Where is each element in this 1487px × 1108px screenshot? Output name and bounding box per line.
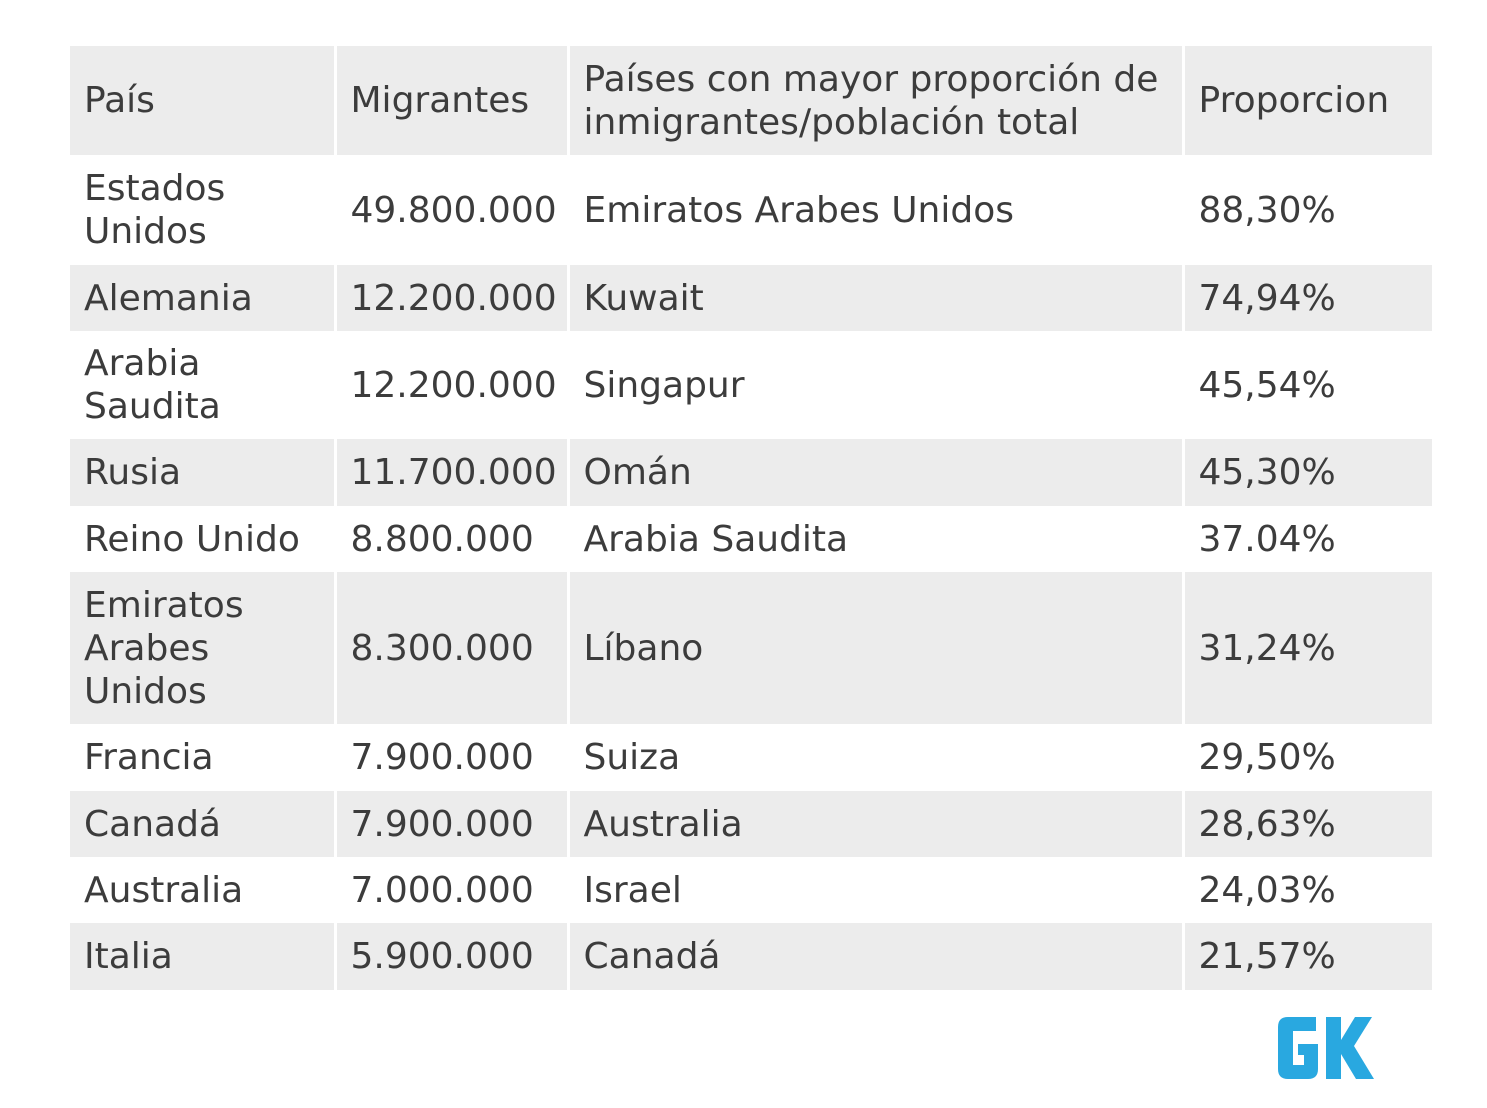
cell-pais: Emiratos Arabes Unidos bbox=[70, 572, 337, 724]
cell-migrantes: 5.900.000 bbox=[335, 923, 570, 990]
cell-pais: Reino Unido bbox=[70, 506, 337, 572]
header-migrantes: Migrantes bbox=[335, 46, 570, 155]
table-row: Alemania 12.200.000 Kuwait 74,94% bbox=[70, 265, 1432, 331]
cell-pais: Rusia bbox=[70, 439, 337, 506]
cell-proporcion: 24,03% bbox=[1198, 869, 1336, 911]
cell-pais: Alemania bbox=[70, 265, 337, 331]
cell-pais: Canadá bbox=[70, 791, 337, 857]
cell-pais: Francia bbox=[70, 724, 337, 791]
cell-migrantes: 8.800.000 bbox=[335, 506, 570, 572]
cell-pais: Estados Unidos bbox=[70, 155, 337, 265]
cell-pais: Arabia Saudita bbox=[70, 331, 337, 439]
cell-proporcion: 21,57% bbox=[1198, 936, 1336, 977]
gk-logo-g bbox=[1278, 1017, 1318, 1079]
table-row: Francia 7.900.000 Suiza 29,50% bbox=[70, 724, 1432, 791]
cell-migrantes: 8.300.000 bbox=[335, 572, 570, 724]
cell-migrantes: 11.700.000 bbox=[335, 439, 570, 506]
header-proporcion: Proporcion bbox=[1198, 80, 1390, 121]
migration-table-container: País Migrantes Países con mayor proporci… bbox=[70, 46, 1432, 990]
gk-logo bbox=[1278, 1017, 1374, 1079]
header-paises-proporcion: Países con mayor proporción de inmigrant… bbox=[568, 46, 1185, 155]
table-row: Australia 7.000.000 Israel 24,03% bbox=[70, 857, 1432, 923]
header-row: País Migrantes Países con mayor proporci… bbox=[70, 46, 1432, 155]
cell-proporcion: 45,30% bbox=[1198, 452, 1336, 493]
cell-pais: Australia bbox=[70, 857, 337, 923]
cell-migrantes: 7.900.000 bbox=[335, 791, 570, 857]
cell-pais-proporcion: Omán bbox=[568, 439, 1185, 506]
gk-logo-k bbox=[1326, 1017, 1374, 1079]
cell-proporcion: 88,30% bbox=[1198, 189, 1336, 231]
cell-pais: Italia bbox=[70, 923, 337, 990]
cell-migrantes: 49.800.000 bbox=[335, 155, 570, 265]
cell-pais-proporcion: Kuwait bbox=[568, 265, 1185, 331]
table-row: Arabia Saudita 12.200.000 Singapur 45,54… bbox=[70, 331, 1432, 439]
table-row: Emiratos Arabes Unidos 8.300.000 Líbano … bbox=[70, 572, 1432, 724]
cell-proporcion: 45,54% bbox=[1198, 364, 1336, 406]
cell-migrantes: 7.900.000 bbox=[335, 724, 570, 791]
cell-pais-proporcion: Australia bbox=[568, 791, 1185, 857]
cell-pais-proporcion: Emiratos Arabes Unidos bbox=[568, 155, 1185, 265]
table-body: Estados Unidos 49.800.000 Emiratos Arabe… bbox=[70, 155, 1432, 990]
cell-migrantes: 12.200.000 bbox=[335, 331, 570, 439]
table-row: Italia 5.900.000 Canadá 21,57% bbox=[70, 923, 1432, 990]
table-row: Canadá 7.900.000 Australia 28,63% bbox=[70, 791, 1432, 857]
table-row: Estados Unidos 49.800.000 Emiratos Arabe… bbox=[70, 155, 1432, 265]
cell-migrantes: 12.200.000 bbox=[335, 265, 570, 331]
cell-proporcion: 29,50% bbox=[1198, 737, 1336, 778]
cell-pais-proporcion: Suiza bbox=[568, 724, 1185, 791]
cell-proporcion: 74,94% bbox=[1198, 277, 1336, 319]
table-row: Rusia 11.700.000 Omán 45,30% bbox=[70, 439, 1432, 506]
cell-pais-proporcion: Líbano bbox=[568, 572, 1185, 724]
cell-proporcion: 31,24% bbox=[1198, 627, 1336, 669]
cell-proporcion: 28,63% bbox=[1198, 803, 1336, 845]
cell-pais-proporcion: Singapur bbox=[568, 331, 1185, 439]
cell-migrantes: 7.000.000 bbox=[335, 857, 570, 923]
cell-pais-proporcion: Arabia Saudita bbox=[568, 506, 1185, 572]
table-row: Reino Unido 8.800.000 Arabia Saudita 37.… bbox=[70, 506, 1432, 572]
cell-pais-proporcion: Canadá bbox=[568, 923, 1185, 990]
cell-proporcion: 37.04% bbox=[1198, 518, 1336, 560]
header-pais: País bbox=[70, 46, 337, 155]
migration-table: País Migrantes Países con mayor proporci… bbox=[70, 46, 1432, 990]
table-header: País Migrantes Países con mayor proporci… bbox=[70, 46, 1432, 155]
cell-pais-proporcion: Israel bbox=[568, 857, 1185, 923]
